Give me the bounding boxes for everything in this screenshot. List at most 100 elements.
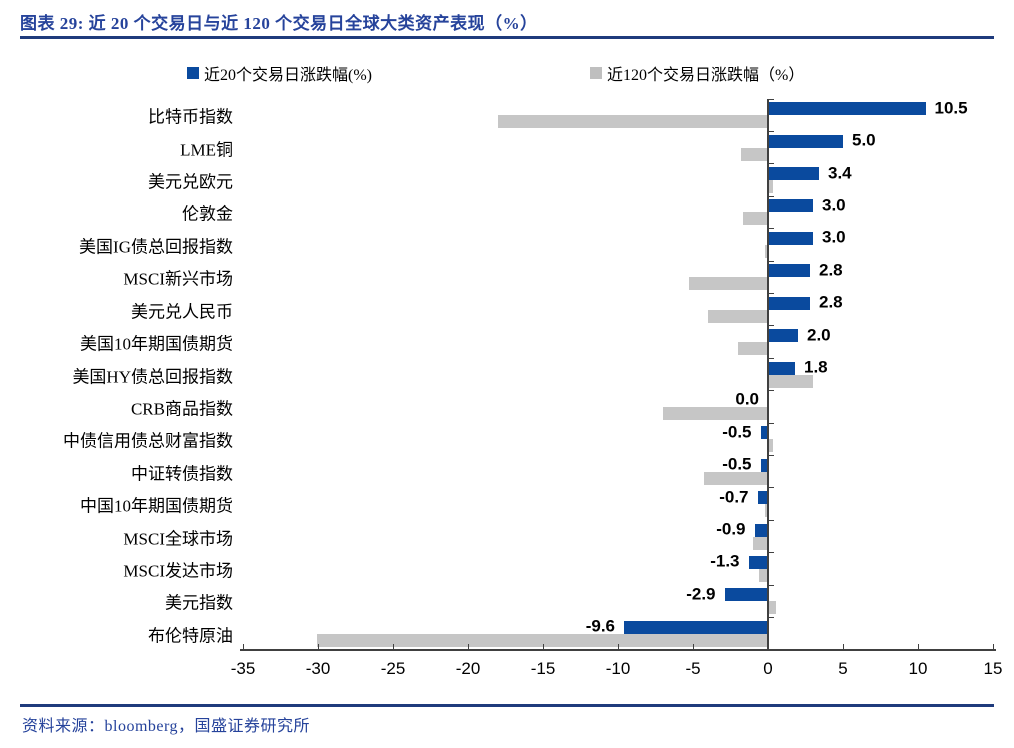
y-axis-tick <box>768 390 774 392</box>
value-label: -1.3 <box>710 552 740 572</box>
bar-120day <box>738 342 768 356</box>
y-axis-tick <box>768 260 774 262</box>
value-label: 10.5 <box>934 98 968 118</box>
y-axis-tick <box>768 617 774 619</box>
x-axis-tick-label: 0 <box>763 659 773 678</box>
x-axis-tick-label: -5 <box>685 659 701 678</box>
bar-120day <box>703 471 768 485</box>
category-label: MSCI全球市场 <box>123 529 233 549</box>
bar-120day <box>765 504 768 518</box>
bar-20day <box>748 555 768 569</box>
x-axis-tick-label: 5 <box>838 659 848 678</box>
category-label: 中国10年期国债期货 <box>80 496 233 516</box>
value-label: 3.0 <box>822 227 846 247</box>
bar-120day <box>768 374 813 388</box>
y-axis-tick <box>768 195 774 197</box>
x-axis-tick-label: -10 <box>605 659 631 678</box>
x-axis-tick <box>542 644 544 650</box>
y-axis-tick <box>768 325 774 327</box>
category-label: 伦敦金 <box>182 204 233 224</box>
bar-20day <box>768 329 798 343</box>
data-source-note: 资料来源：bloomberg，国盛证券研究所 <box>22 718 311 735</box>
category-label: 美国IG债总回报指数 <box>79 237 233 257</box>
x-axis-tick-label: -15 <box>530 659 556 678</box>
x-axis-tick-label: -20 <box>455 659 481 678</box>
category-label: LME铜 <box>180 140 233 160</box>
value-label: 2.8 <box>819 260 843 280</box>
x-axis-tick <box>767 644 769 650</box>
y-axis-tick <box>768 422 774 424</box>
y-axis-tick <box>768 98 774 100</box>
category-label: 美国10年期国债期货 <box>80 334 233 354</box>
bar-20day <box>768 102 926 116</box>
title-divider-line <box>20 36 994 39</box>
bar-20day <box>757 491 768 505</box>
value-label: 3.0 <box>822 195 846 215</box>
legend-swatch-blue-icon <box>187 67 199 79</box>
value-label: 0.0 <box>735 390 759 410</box>
legend-swatch-gray-icon <box>590 67 602 79</box>
y-axis-tick <box>768 519 774 521</box>
bar-120day <box>663 406 768 420</box>
x-axis-tick <box>317 644 319 650</box>
value-label: 2.0 <box>807 325 831 345</box>
category-label: 美国HY债总回报指数 <box>72 367 233 386</box>
value-label: -0.5 <box>722 422 752 442</box>
bar-20day <box>760 426 768 440</box>
bar-120day <box>741 147 768 161</box>
value-label: 2.8 <box>819 292 843 312</box>
x-axis-tick-label: 10 <box>908 659 928 678</box>
x-axis-tick-label: -35 <box>230 659 256 678</box>
bar-120day <box>708 309 768 323</box>
y-axis-tick <box>768 552 774 554</box>
bar-20day <box>760 458 768 472</box>
y-axis-line <box>767 99 769 650</box>
bar-120day <box>765 244 768 258</box>
value-label: -2.9 <box>686 584 716 604</box>
bar-120day <box>768 439 773 453</box>
y-axis-tick <box>768 130 774 132</box>
value-label: -0.9 <box>716 519 746 539</box>
value-label: -9.6 <box>585 616 615 636</box>
bar-20day <box>768 264 810 278</box>
y-axis-tick <box>768 487 774 489</box>
y-axis-tick <box>768 228 774 230</box>
bar-120day <box>742 212 768 226</box>
bar-120day <box>753 536 768 550</box>
bar-20day <box>768 231 813 245</box>
legend-label: 近20个交易日涨跌幅(%) <box>204 67 372 84</box>
category-label: 中证转债指数 <box>131 464 233 484</box>
x-axis-tick <box>617 644 619 650</box>
bar-120day <box>768 180 773 194</box>
value-label: -0.5 <box>722 454 752 474</box>
category-label: 美元指数 <box>165 593 233 613</box>
bar-120day <box>688 277 768 291</box>
category-label: 布伦特原油 <box>148 626 233 646</box>
x-axis-tick <box>467 644 469 650</box>
figure-title: 图表 29: 近 20 个交易日与近 120 个交易日全球大类资产表现（%） <box>20 14 538 33</box>
x-axis-tick <box>992 644 994 650</box>
category-label: 美元兑欧元 <box>148 172 233 192</box>
y-axis-tick <box>768 292 774 294</box>
x-axis-tick-label: 15 <box>983 659 1003 678</box>
bar-20day <box>724 588 768 602</box>
x-axis-tick <box>692 644 694 650</box>
bar-120day <box>759 568 768 582</box>
bar-20day <box>768 296 810 310</box>
value-label: 1.8 <box>804 357 828 377</box>
legend-label: 近120个交易日涨跌幅（%） <box>607 67 805 84</box>
x-axis-tick-label: -30 <box>305 659 331 678</box>
x-axis-tick <box>242 644 244 650</box>
y-axis-tick <box>768 584 774 586</box>
x-axis-tick <box>392 644 394 650</box>
category-label: MSCI新兴市场 <box>123 269 233 289</box>
footer-divider-line <box>20 704 994 707</box>
category-label: 美元兑人民币 <box>131 302 233 322</box>
bar-120day <box>498 115 768 129</box>
category-label: CRB商品指数 <box>130 399 233 419</box>
category-label: MSCI发达市场 <box>123 561 233 581</box>
legend-item-120day: 近120个交易日涨跌幅（%） <box>590 61 804 85</box>
bar-20day <box>768 199 813 213</box>
